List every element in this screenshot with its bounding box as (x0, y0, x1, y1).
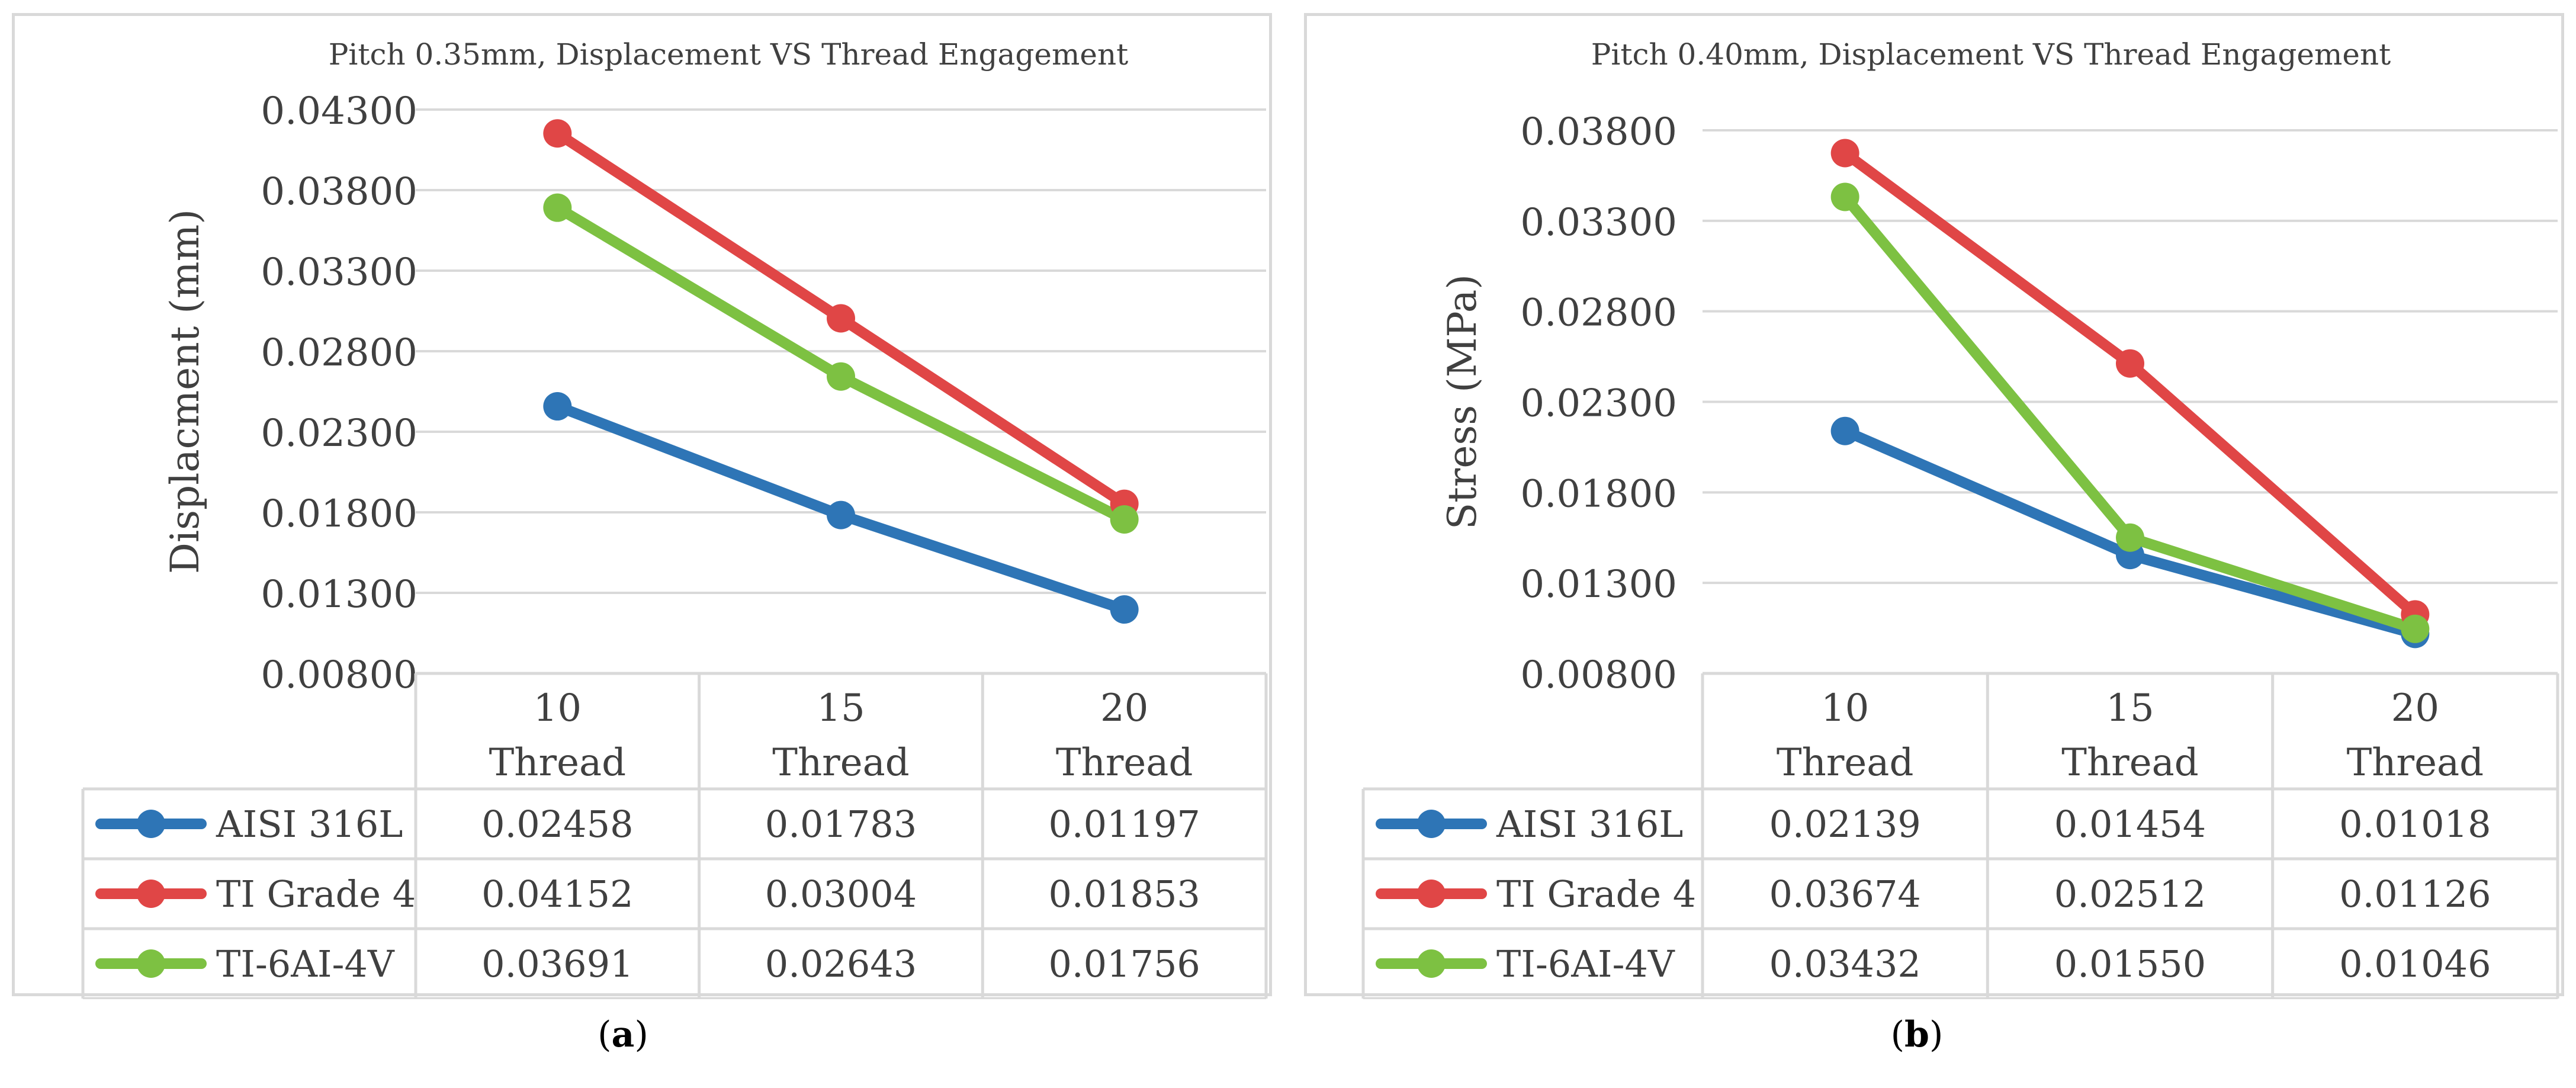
y-tick-label: 0.01800 (261, 492, 417, 536)
y-tick-label: 0.02800 (261, 331, 417, 375)
table-cell-value: 0.03432 (1769, 942, 1920, 986)
y-tick-label: 0.03800 (1520, 110, 1677, 154)
data-point (1110, 505, 1139, 534)
y-tick-label: 0.03800 (261, 170, 417, 214)
category-label-unit: Thread (2347, 741, 2484, 785)
table-cell-value: 0.01756 (1048, 942, 1200, 986)
chart-panel-b: Pitch 0.40mm, Displacement VS Thread Eng… (1304, 13, 2564, 999)
y-tick-label: 0.04300 (261, 89, 417, 133)
y-tick-label: 0.02300 (261, 412, 417, 455)
legend-label: TI Grade 4 (1496, 872, 1696, 916)
table-cell-value: 0.01018 (2339, 803, 2491, 846)
table-cell-value: 0.02643 (765, 942, 917, 986)
data-point (543, 392, 572, 421)
y-tick-label: 0.01800 (1520, 472, 1677, 516)
table-cell-value: 0.01550 (2054, 942, 2206, 986)
data-point (543, 119, 572, 148)
legend-key-marker (137, 880, 165, 908)
table-cell-value: 0.01126 (2339, 872, 2491, 916)
data-point (827, 304, 855, 333)
category-label-unit: Thread (2061, 741, 2199, 785)
legend-label: TI-6AI-4V (1496, 942, 1675, 986)
table-cell-value: 0.02458 (481, 803, 633, 846)
table-cell-value: 0.02512 (2054, 872, 2206, 916)
category-label-number: 20 (1100, 686, 1148, 730)
legend-label: TI Grade 4 (216, 872, 416, 916)
category-label-number: 15 (2106, 686, 2154, 730)
category-label-unit: Thread (1056, 741, 1193, 785)
legend-key-marker (1417, 949, 1446, 978)
legend-label: AISI 316L (1496, 803, 1683, 846)
data-point (1830, 139, 1859, 168)
y-axis-label: Displacment (mm) (162, 209, 208, 574)
table-cell-value: 0.01197 (1048, 803, 1200, 846)
category-label-number: 15 (817, 686, 865, 730)
table-cell-value: 0.03004 (765, 872, 917, 916)
category-label-number: 10 (534, 686, 582, 730)
data-point (543, 193, 572, 222)
chart-title: Pitch 0.35mm, Displacement VS Thread Eng… (329, 37, 1129, 72)
category-label-number: 10 (1821, 686, 1869, 730)
panel-label-b: (b) (1890, 1014, 1944, 1055)
category-label-number: 20 (2391, 686, 2439, 730)
y-tick-label: 0.02800 (1520, 291, 1677, 335)
y-axis-label: Stress (MPa) (1440, 274, 1485, 529)
chart-b: Pitch 0.40mm, Displacement VS Thread Eng… (1361, 37, 2559, 999)
data-point (2401, 614, 2430, 643)
legend-key-marker (137, 949, 165, 978)
panel-label-b-text: b (1904, 1014, 1929, 1055)
table-cell-value: 0.01783 (765, 803, 917, 846)
y-tick-label: 0.01300 (1520, 563, 1677, 606)
table-cell-value: 0.02139 (1769, 803, 1920, 846)
category-label-unit: Thread (1777, 741, 1914, 785)
y-tick-label: 0.03300 (261, 251, 417, 294)
panel-label-a-text: a (611, 1014, 635, 1055)
category-label-unit: Thread (489, 741, 627, 785)
table-cell-value: 0.03691 (481, 942, 633, 986)
data-point (2116, 523, 2144, 552)
data-point (827, 500, 855, 529)
legend-label: AISI 316L (216, 803, 403, 846)
legend-key-marker (1417, 810, 1446, 838)
category-label-unit: Thread (772, 741, 910, 785)
table-cell-value: 0.01046 (2339, 942, 2491, 986)
legend-label: TI-6AI-4V (216, 942, 395, 986)
table-cell-value: 0.03674 (1769, 872, 1920, 916)
panel-label-a: (a) (598, 1014, 648, 1055)
legend-key-marker (137, 810, 165, 838)
chart-title: Pitch 0.40mm, Displacement VS Thread Eng… (1591, 37, 2391, 72)
data-point (1830, 182, 1859, 211)
y-tick-label: 0.03300 (1520, 201, 1677, 245)
data-point (2116, 349, 2144, 378)
chart-a: Pitch 0.35mm, Displacement VS Thread Eng… (81, 37, 1268, 999)
data-point (827, 362, 855, 391)
y-tick-label: 0.01300 (261, 573, 417, 617)
legend-key-marker (1417, 880, 1446, 908)
table-cell-value: 0.01454 (2054, 803, 2206, 846)
y-tick-label: 0.02300 (1520, 382, 1677, 426)
y-tick-label: 0.00800 (261, 653, 417, 697)
table-cell-value: 0.04152 (481, 872, 633, 916)
table-cell-value: 0.01853 (1048, 872, 1200, 916)
data-point (1110, 595, 1139, 624)
chart-panel-a: Pitch 0.35mm, Displacement VS Thread Eng… (12, 13, 1272, 999)
data-point (1830, 416, 1859, 445)
y-tick-label: 0.00800 (1520, 653, 1677, 697)
